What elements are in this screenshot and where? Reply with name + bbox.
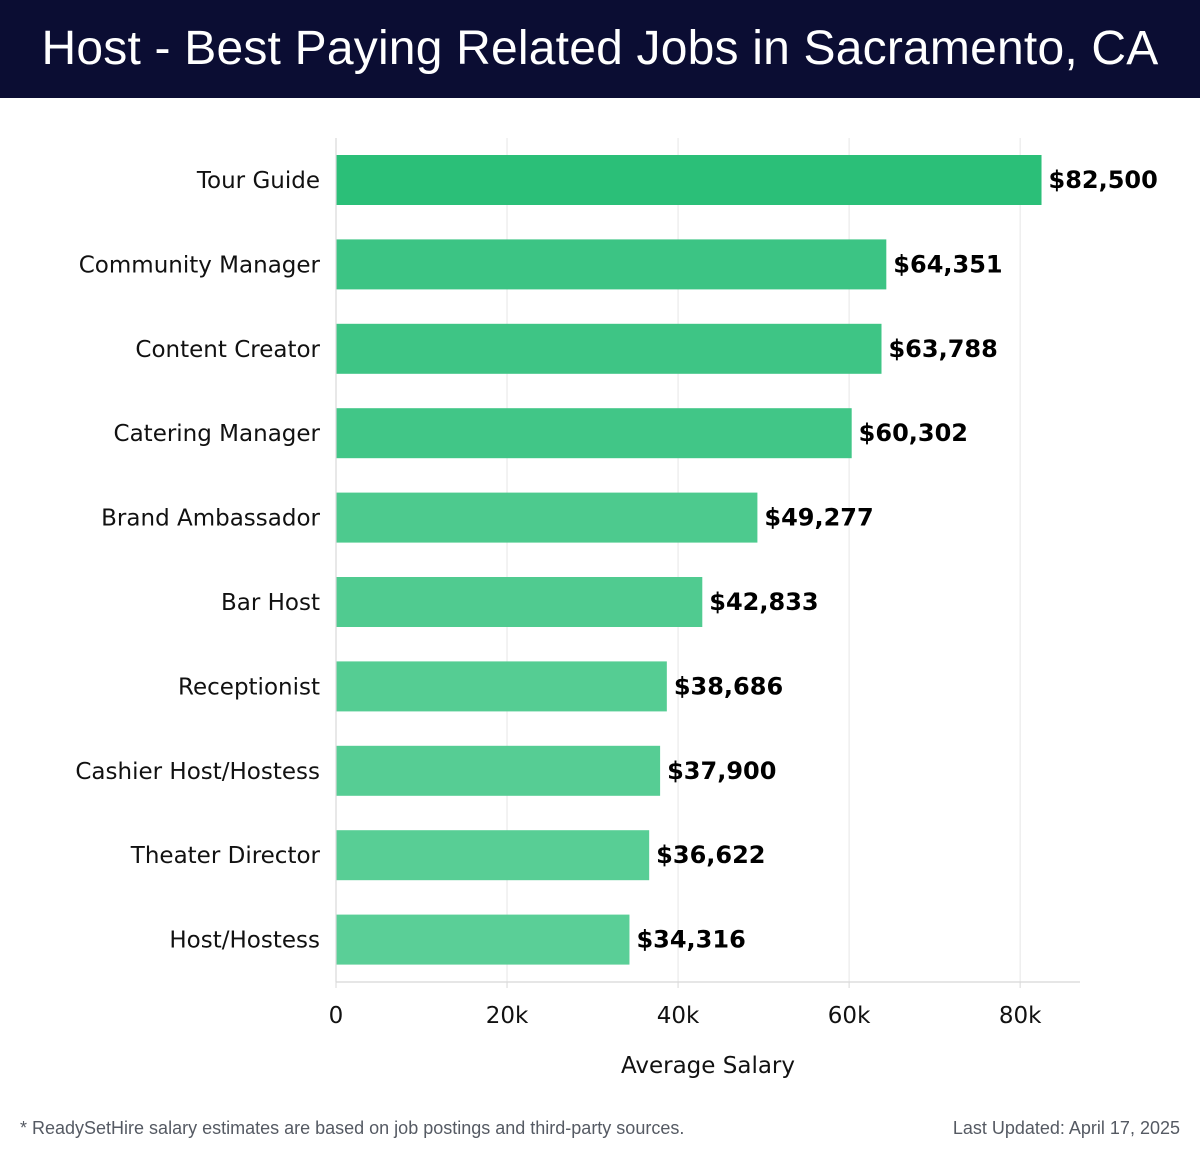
value-label: $34,316 (636, 926, 745, 954)
x-axis-title: Average Salary (621, 1053, 795, 1079)
bar-bar-host (336, 577, 703, 627)
bar-receptionist (336, 661, 667, 712)
footnote: * ReadySetHire salary estimates are base… (20, 1118, 685, 1138)
x-tick-label: 60k (828, 1003, 871, 1029)
category-label: Brand Ambassador (101, 506, 320, 532)
x-tick-label: 80k (999, 1003, 1042, 1029)
value-label: $60,302 (859, 419, 968, 447)
x-tick-label: 40k (657, 1003, 700, 1029)
value-label: $49,277 (764, 504, 873, 532)
category-label: Receptionist (178, 674, 320, 700)
bar-cashier-host-hostess (336, 745, 661, 796)
salary-bar-chart: Tour Guide $82,500 Community Manager $64,35… (75, 138, 1158, 1079)
bar-catering-manager (336, 408, 852, 459)
category-label: Theater Director (130, 843, 321, 869)
value-label: $82,500 (1049, 166, 1158, 194)
bar-host-hostess (336, 914, 630, 965)
bar-brand-ambassador (336, 492, 758, 543)
category-label: Bar Host (221, 590, 320, 616)
category-label: Tour Guide (196, 168, 320, 194)
category-label: Host/Hostess (169, 928, 320, 954)
value-label: $37,900 (667, 757, 776, 785)
page-title: Host - Best Paying Related Jobs in Sacra… (41, 22, 1159, 75)
category-label: Cashier Host/Hostess (75, 759, 320, 785)
category-label: Community Manager (79, 252, 321, 278)
last-updated: Last Updated: April 17, 2025 (952, 1118, 1180, 1138)
category-label: Catering Manager (114, 421, 321, 447)
title-banner (0, 0, 1200, 98)
value-label: $36,622 (656, 841, 765, 869)
bar-community-manager (336, 239, 887, 290)
category-label: Content Creator (135, 337, 320, 363)
value-label: $38,686 (674, 672, 783, 700)
bar-content-creator (336, 323, 882, 374)
bar-theater-director (336, 830, 650, 881)
value-label: $42,833 (709, 588, 818, 616)
value-label: $64,351 (893, 250, 1002, 278)
x-tick-label: 0 (329, 1003, 344, 1029)
x-tick-label: 20k (486, 1003, 529, 1029)
bar-tour-guide (336, 155, 1042, 205)
value-label: $63,788 (888, 335, 997, 363)
